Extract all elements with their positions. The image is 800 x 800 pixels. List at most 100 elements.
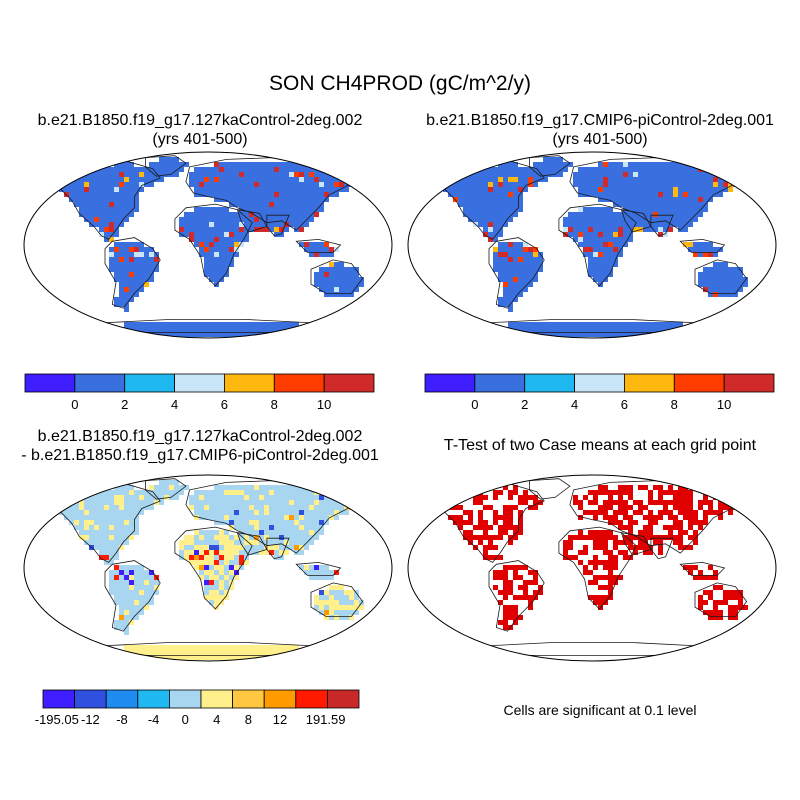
main-title: SON CH4PROD (gC/m^2/y): [269, 72, 531, 95]
colorbar-swatch: [624, 373, 675, 393]
map-border: [23, 151, 393, 339]
coast-india: [266, 214, 290, 237]
colorbar-tick-label: 8: [244, 712, 253, 727]
grid-cells: [433, 485, 753, 630]
colorbar-swatch: [424, 373, 476, 393]
colorbar-swatch: [168, 689, 202, 709]
coast-northAmerica: [45, 160, 161, 240]
colorbar-tick-label: -195.05: [34, 712, 79, 727]
coast-australia: [694, 582, 748, 617]
coast-india: [650, 214, 674, 237]
map-top-right: [407, 151, 777, 339]
map-border: [407, 151, 777, 339]
colorbar-swatch: [263, 689, 297, 709]
coast-australia: [310, 582, 364, 617]
colorbar-tick-label: 0: [181, 712, 189, 727]
coast-greenland: [529, 478, 571, 500]
colorbar-tick-label: -12: [80, 712, 100, 727]
colorbar-swatch: [24, 373, 76, 393]
colorbar-tick-label: 4: [570, 397, 579, 412]
coast-india: [266, 537, 290, 560]
coast-india: [650, 537, 674, 560]
panel-title-bottom-left-line2: - b.e21.B1850.f19_g17.CMIP6-piControl-2d…: [21, 447, 379, 464]
coast-southAmerica: [104, 560, 161, 632]
colorbar-top-right: [424, 373, 775, 393]
colorbar-difference: [42, 689, 360, 709]
colorbar-swatch: [74, 373, 126, 393]
coast-northAmerica: [429, 160, 545, 240]
map-border: [407, 474, 777, 662]
colorbar-swatch: [574, 373, 625, 393]
colorbar-swatch: [124, 373, 175, 393]
coast-greenland: [144, 478, 187, 500]
coast-greenland: [144, 155, 187, 177]
colorbar-tick-label: 8: [270, 397, 278, 412]
coast-africa: [174, 203, 253, 287]
colorbar-swatch: [137, 689, 170, 709]
colorbar-swatch: [326, 689, 360, 709]
colorbar-tick-label: 4: [170, 397, 179, 412]
map-bottom-left: [23, 474, 393, 662]
colorbar-tick-label: 10: [316, 397, 332, 412]
map-border: [23, 474, 393, 662]
coast-africa: [558, 203, 637, 287]
coast-africa: [174, 526, 253, 610]
coast-northAmerica: [429, 483, 545, 563]
colorbar-swatch: [323, 373, 375, 393]
significance-note: Cells are significant at 0.1 level: [503, 702, 697, 718]
panel-subtitle-top-right: (yrs 401-500): [552, 131, 648, 148]
colorbar-swatch: [174, 373, 225, 393]
colorbar-swatch: [295, 689, 328, 709]
colorbar-swatch: [224, 373, 275, 393]
coast-arabia: [236, 209, 268, 233]
colorbar-tick-label: 0: [71, 397, 79, 412]
panel-title-top-right: b.e21.B1850.f19_g17.CMIP6-piControl-2deg…: [426, 112, 774, 129]
colorbar-swatch: [474, 373, 526, 393]
colorbar-swatch: [42, 689, 76, 709]
grid-cells: [49, 480, 374, 660]
coast-indonesia: [679, 238, 726, 253]
colorbar-tick-label: 191.59: [305, 712, 346, 727]
colorbar-tick-label: 2: [121, 397, 129, 412]
panel-title-top-left: b.e21.B1850.f19_g17.127kaControl-2deg.00…: [37, 112, 363, 129]
map-top-left: [23, 151, 393, 339]
panel-title-bottom-right: T-Test of two Case means at each grid po…: [443, 437, 757, 454]
colorbar-swatch: [723, 373, 775, 393]
colorbar-swatch: [232, 689, 265, 709]
colorbar-tick-label: 10: [716, 397, 732, 412]
colorbar-top-left: [24, 373, 375, 393]
coast-southAmerica: [488, 560, 545, 632]
coast-arabia: [620, 209, 652, 233]
colorbar-tick-label: 12: [272, 712, 288, 727]
coast-indonesia: [295, 238, 342, 253]
coast-indonesia: [679, 561, 726, 576]
colorbar-tick-label: 8: [670, 397, 678, 412]
colorbar-tick-label: 4: [213, 712, 221, 727]
colorbar-swatch: [673, 373, 725, 393]
coast-australia: [694, 259, 748, 294]
colorbar-swatch: [105, 689, 139, 709]
colorbar-tick-label: 2: [521, 397, 529, 412]
coast-northAmerica: [45, 483, 161, 563]
colorbar-tick-label: -8: [116, 712, 128, 727]
coast-greenland: [529, 155, 571, 177]
ocean: [408, 475, 776, 661]
coast-arabia: [620, 532, 652, 556]
colorbar-swatch: [524, 373, 575, 393]
colorbar-swatch: [74, 689, 107, 709]
map-bottom-right: [407, 474, 777, 662]
colorbar-swatch: [200, 689, 234, 709]
colorbar-tick-label: 0: [471, 397, 479, 412]
grid-cells: [49, 157, 374, 337]
coast-southAmerica: [104, 237, 161, 309]
panel-title-bottom-left-line1: b.e21.B1850.f19_g17.127kaControl-2deg.00…: [37, 428, 363, 445]
coast-southAmerica: [488, 237, 545, 309]
panel-subtitle-top-left: (yrs 401-500): [152, 131, 248, 148]
coast-australia: [310, 259, 364, 294]
colorbar-swatch: [273, 373, 325, 393]
colorbar-tick-label: 6: [620, 397, 629, 412]
colorbar-tick-label: 6: [220, 397, 229, 412]
coast-indonesia: [295, 561, 342, 576]
colorbar-tick-label: -4: [147, 712, 160, 727]
